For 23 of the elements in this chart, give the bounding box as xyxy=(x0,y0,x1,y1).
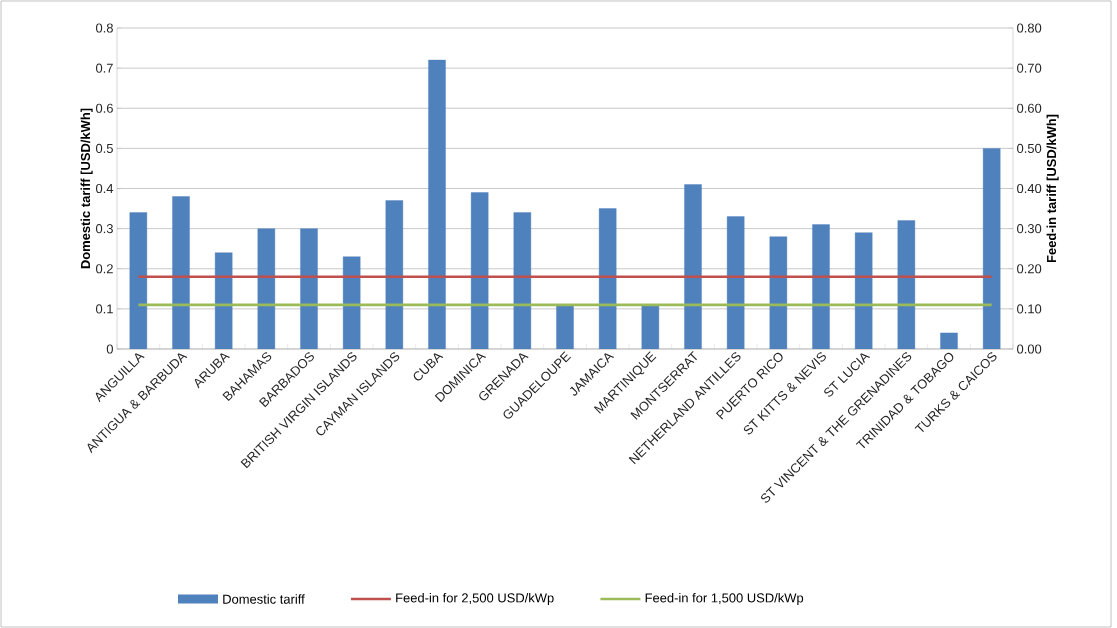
y2-tick-label: 0.00 xyxy=(1017,344,1042,354)
legend-label: Feed-in for 1,500 USD/kWp xyxy=(645,592,804,606)
y2-tick-label: 0.80 xyxy=(1017,23,1042,33)
y2-tick-label: 0.70 xyxy=(1017,63,1042,73)
y-axis-title: Domestic tariff [USD/kWh] xyxy=(80,108,93,269)
y-tick-label: 0.2 xyxy=(95,264,113,274)
legend-label: Feed-in for 2,500 USD/kWp xyxy=(396,592,554,606)
y2-tick-label: 0.40 xyxy=(1017,183,1042,194)
y2-tick-label: 0.60 xyxy=(1017,103,1042,113)
y-tick-label: 0.5 xyxy=(95,143,113,153)
y-tick-label: 0.3 xyxy=(95,224,113,234)
y2-tick-label: 0.50 xyxy=(1017,143,1042,153)
legend-label: Domestic tariff xyxy=(223,594,305,604)
y2-tick-label: 0.30 xyxy=(1017,224,1042,234)
y-tick-label: 0.4 xyxy=(95,183,114,194)
y-tick-label: 0.7 xyxy=(95,63,113,73)
y-tick-label: 0.8 xyxy=(95,23,113,33)
y-tick-label: 0.6 xyxy=(95,103,113,113)
y2-axis-title: Feed-in tariff [USD/kWh] xyxy=(1046,114,1059,263)
y2-tick-label: 0.10 xyxy=(1017,304,1042,314)
y-tick-label: 0 xyxy=(106,344,113,354)
y-tick-label: 0.1 xyxy=(95,304,113,314)
y2-tick-label: 0.20 xyxy=(1017,264,1042,274)
